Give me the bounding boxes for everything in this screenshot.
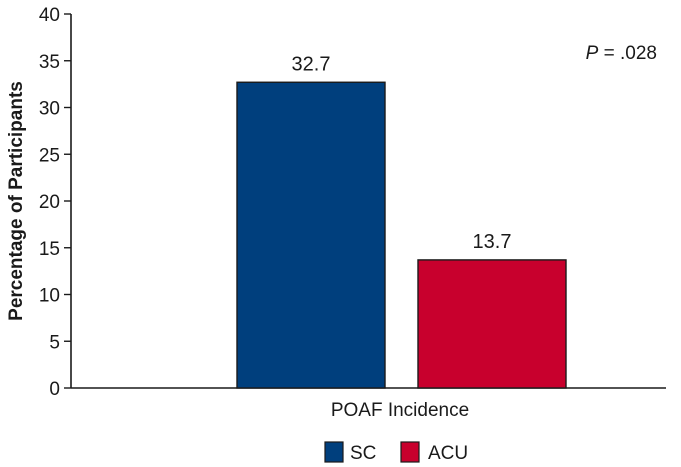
legend: SC ACU bbox=[324, 441, 468, 464]
data-labels: 32.7 13.7 bbox=[292, 53, 512, 253]
legend-label-acu: ACU bbox=[428, 443, 468, 464]
p-value-annotation: P = .028 bbox=[586, 43, 657, 64]
y-tick-label: 35 bbox=[39, 52, 60, 73]
legend-swatch-acu bbox=[400, 441, 420, 463]
y-tick-label: 10 bbox=[39, 286, 60, 307]
y-tick-label: 25 bbox=[39, 145, 60, 166]
p-value-text: = .028 bbox=[598, 43, 657, 64]
bar-sc bbox=[236, 81, 386, 389]
y-tick-label: 30 bbox=[39, 99, 60, 120]
y-tick-label: 0 bbox=[49, 379, 60, 400]
legend-item-sc: SC bbox=[324, 441, 376, 464]
bar-acu bbox=[417, 259, 567, 389]
y-axis-label: Percentage of Participants bbox=[6, 81, 27, 321]
legend-swatch-sc bbox=[324, 441, 344, 463]
x-axis-label: POAF Incidence bbox=[331, 400, 469, 421]
y-axis: 0 5 10 15 20 25 30 35 40 bbox=[39, 5, 72, 400]
bars bbox=[236, 81, 567, 389]
y-tick-label: 15 bbox=[39, 239, 60, 260]
data-label-acu: 13.7 bbox=[473, 231, 512, 253]
legend-label-sc: SC bbox=[350, 443, 376, 464]
data-label-sc: 32.7 bbox=[292, 53, 331, 75]
legend-item-acu: ACU bbox=[400, 441, 468, 464]
p-value-symbol: P bbox=[586, 43, 599, 64]
y-tick-label: 5 bbox=[49, 332, 60, 353]
y-tick-label: 20 bbox=[39, 192, 60, 213]
y-tick-label: 40 bbox=[39, 5, 60, 26]
